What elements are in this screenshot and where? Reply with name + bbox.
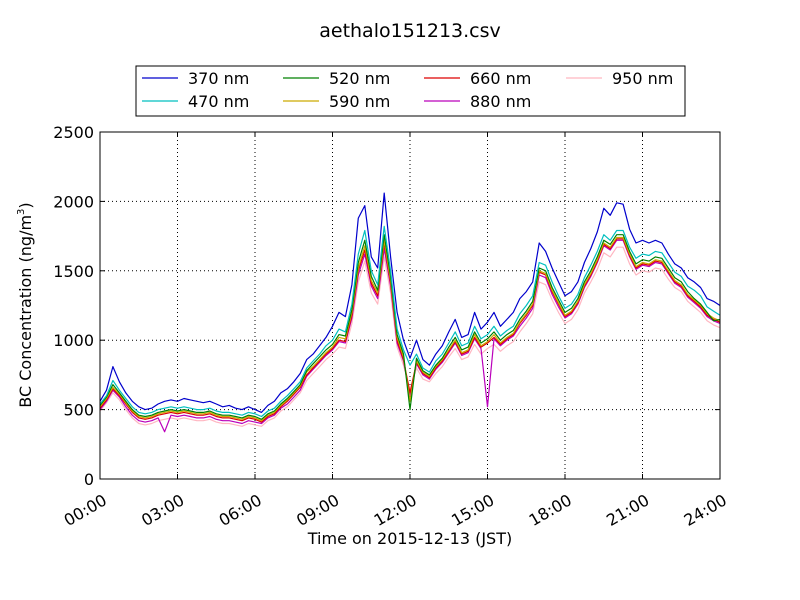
y-tick-labels: 0 500 1000 1500 2000 2500: [53, 123, 94, 489]
y-axis-label: BC Concentration (ng/m3): [16, 202, 35, 407]
grid-lines: [100, 132, 720, 479]
y-tick-label: 500: [63, 401, 94, 420]
legend-box: [135, 65, 686, 117]
legend-label: 520 nm: [329, 69, 390, 88]
legend: 370 nm 470 nm 520 nm 590 nm 660 nm 880 nm 950 …: [135, 65, 686, 117]
series-line-470-nm: [99, 225, 721, 418]
series-line-880-nm: [99, 239, 721, 433]
legend-label: 590 nm: [329, 92, 390, 111]
legend-label: 880 nm: [470, 92, 531, 111]
y-tick-label: 1000: [53, 331, 94, 350]
chart-title: aethalo151213.csv: [319, 20, 501, 42]
y-tick-label: 0: [84, 470, 94, 489]
series-line-370-nm: [99, 192, 721, 413]
y-axis-label-superscript: 3: [16, 209, 27, 215]
y-tick-label: 2500: [53, 123, 94, 142]
y-axis-label-close: ): [16, 202, 35, 208]
x-axis-label: Time on 2015-12-13 (JST): [307, 529, 512, 548]
axis-ticks: [99, 131, 721, 480]
legend-label: 370 nm: [188, 69, 249, 88]
legend-label: 950 nm: [612, 69, 673, 88]
series-lines: [99, 192, 721, 433]
series-line-660-nm: [99, 238, 721, 423]
legend-label: 470 nm: [188, 92, 249, 111]
series-line-590-nm: [99, 236, 721, 422]
y-axis-label-main: BC Concentration (ng/m: [16, 215, 35, 408]
y-tick-label: 2000: [53, 192, 94, 211]
y-tick-label: 1500: [53, 262, 94, 281]
series-line-520-nm: [99, 234, 721, 420]
legend-label: 660 nm: [470, 69, 531, 88]
